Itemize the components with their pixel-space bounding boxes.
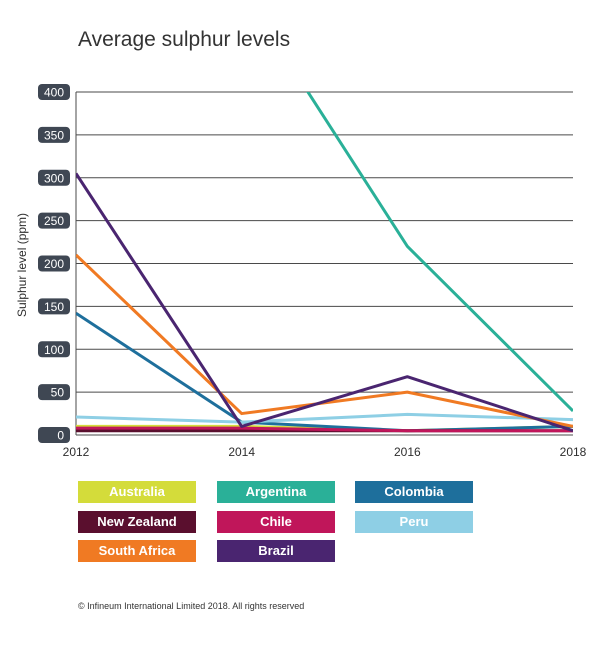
series-line-brazil (76, 172, 573, 433)
legend-item-new-zealand: New Zealand (78, 511, 196, 533)
legend-item-colombia: Colombia (355, 481, 473, 503)
y-tick-label: 250 (44, 214, 64, 228)
x-tick-label: 2016 (394, 445, 421, 459)
y-tick: 100 (38, 341, 70, 358)
y-tick-label: 0 (57, 429, 64, 443)
legend-item-peru: Peru (355, 511, 473, 533)
y-axis-label: Sulphur level (ppm) (15, 213, 29, 317)
y-tick-badge (38, 169, 70, 186)
legend-item-australia: Australia (78, 481, 196, 503)
series-line-peru (76, 412, 573, 424)
y-tick-badge (38, 126, 70, 143)
series-line-colombia (76, 311, 573, 433)
series-line-chile (76, 426, 573, 433)
y-tick: 250 (38, 212, 70, 229)
y-tick: 0 (38, 427, 70, 443)
y-tick-badge (38, 384, 70, 401)
y-tick-badge (38, 427, 70, 443)
legend-item-brazil: Brazil (217, 540, 335, 562)
x-tick-label: 2014 (228, 445, 255, 459)
y-tick: 300 (38, 169, 70, 186)
series-line-argentina (306, 92, 573, 413)
x-tick-label: 2012 (63, 445, 90, 459)
y-tick: 50 (38, 384, 70, 401)
y-tick-label: 350 (44, 128, 64, 142)
y-tick-label: 300 (44, 171, 64, 185)
y-tick-badge (38, 255, 70, 272)
legend-item-south-africa: South Africa (78, 540, 196, 562)
series-lines (76, 92, 573, 433)
y-tick: 350 (38, 126, 70, 143)
x-axis-ticks: 2012 2014 2016 2018 (63, 445, 587, 459)
y-tick-label: 100 (44, 343, 64, 357)
y-tick-badge (38, 212, 70, 229)
chart-title: Average sulphur levels (78, 28, 291, 51)
y-tick-label: 50 (51, 386, 65, 400)
y-axis-ticks: 0 50 100 150 200 250 300 350 400 (38, 84, 70, 443)
y-tick: 200 (38, 255, 70, 272)
grid-lines (75, 91, 573, 436)
legend-item-chile: Chile (217, 511, 335, 533)
copyright-footer: © Infineum International Limited 2018. A… (78, 601, 305, 611)
y-tick-label: 400 (44, 86, 64, 100)
y-tick-badge (38, 298, 70, 315)
y-tick: 150 (38, 298, 70, 315)
y-tick-badge (38, 341, 70, 358)
legend-item-argentina: Argentina (217, 481, 335, 503)
y-tick-label: 200 (44, 257, 64, 271)
y-tick: 400 (38, 84, 70, 100)
y-tick-label: 150 (44, 300, 64, 314)
y-tick-badge (38, 84, 70, 100)
x-tick-label: 2018 (560, 445, 587, 459)
